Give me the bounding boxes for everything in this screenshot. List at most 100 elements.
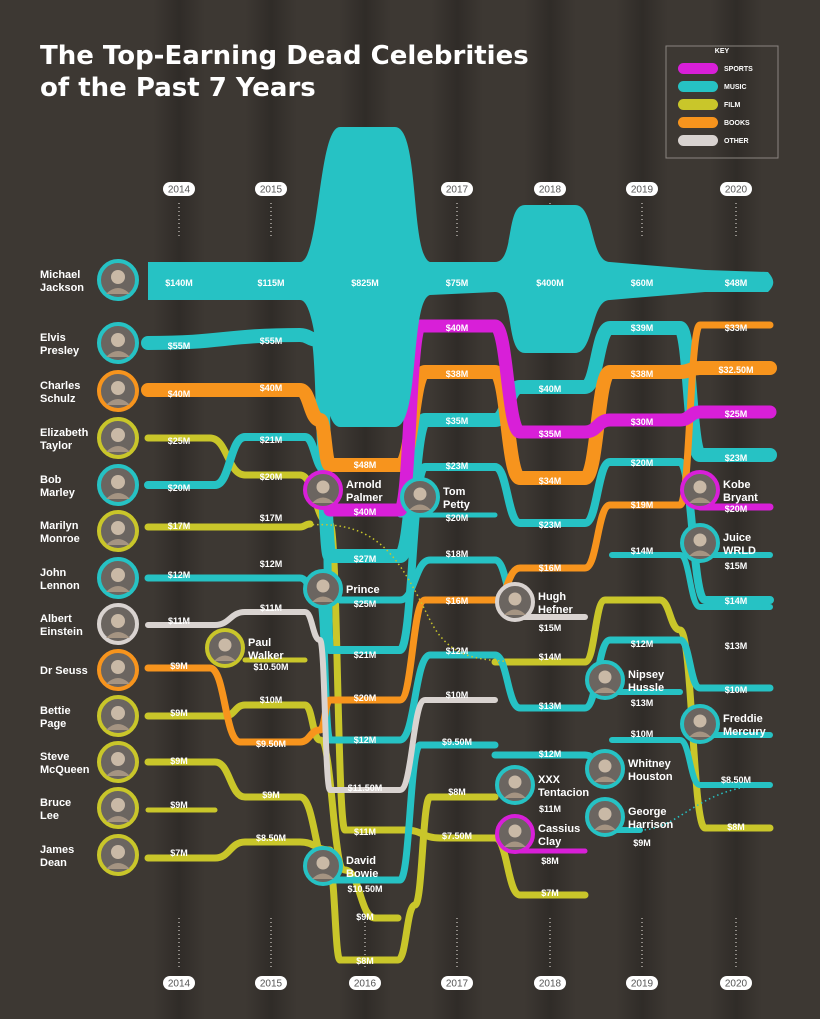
left-name: Lee [40,810,59,822]
value-label: $9M [356,912,374,922]
left-name: Elizabeth [40,427,89,439]
inline-name: XXX [538,774,561,786]
legend-swatch [678,135,718,146]
value-label: $21M [260,435,283,445]
value-label: $40M [260,383,283,393]
portrait-shoulders [594,776,616,782]
left-name: Dr Seuss [40,665,88,677]
portrait-face [598,807,612,821]
value-label: $25M [725,409,748,419]
ribbon-books [141,361,777,485]
value-label: $55M [260,336,283,346]
year-axis: 2014201420152015201620162017201720182018… [163,182,752,990]
portrait-shoulders [594,687,616,693]
legend-frame [665,45,779,159]
portrait-face [413,487,427,501]
year-pill [441,976,473,990]
portrait-shoulders [106,446,130,452]
legend-heading: KEY [715,48,730,55]
portrait-face [111,270,125,284]
year-column-shade [153,0,205,1019]
inline-name: Hefner [538,604,574,616]
value-label: $11M [168,616,190,626]
value-label: $20M [260,472,283,482]
value-labels: $140M $115M $825M $75M $400M $60M $48M $55M $55M… [165,278,753,966]
value-label: $33M [725,323,748,333]
left-name: Presley [40,345,80,357]
value-label: $15M [539,623,562,633]
value-label: $10.50M [253,662,288,672]
inline-name: Tom [443,486,466,498]
portrait-shoulders [504,792,526,798]
value-label: $8M [448,787,466,797]
inline-name: Kobe [723,479,751,491]
portrait-face [598,670,612,684]
value-label: $9M [262,790,280,800]
inline-name: Harrison [628,819,674,831]
year-column-shade [431,0,483,1019]
value-label: $12M [354,735,377,745]
year-pill [534,182,566,196]
inline-name: Bryant [723,492,758,504]
chart-title-line2: of the Past 7 Years [40,73,316,103]
portrait-face [508,824,522,838]
inline-name: Freddie [723,713,763,725]
connector-dotted [639,784,771,831]
value-label: $30M [631,417,654,427]
inline-name: Bowie [346,868,378,880]
ribbon-music [326,741,499,884]
value-label: $25M [168,436,191,446]
value-label: $14M [539,652,562,662]
legend-label: FILM [724,102,740,109]
value-label: $16M [539,563,562,573]
legend-swatch [678,63,718,74]
year-tick-label: 2017 [446,979,469,990]
year-pill [720,182,752,196]
year-pill [534,976,566,990]
value-label: $8.50M [256,833,286,843]
value-label: $13M [725,641,748,651]
value-label: $12M [631,639,654,649]
portrait-face [693,480,707,494]
portrait-shoulders [594,824,616,830]
value-label: $38M [631,369,654,379]
inline-name: WRLD [723,545,756,557]
inline-name: David [346,855,376,867]
portrait-shoulders [106,724,130,730]
legend-swatch [678,117,718,128]
inline-name: Hugh [538,591,566,603]
legend: KEY SPORTS MUSIC FILM BOOKS OTHER [665,45,779,159]
ribbon-other [145,609,498,793]
portrait-face [111,845,125,859]
value-label: $48M [725,278,748,288]
portrait-shoulders [106,632,130,638]
inline-name: Whitney [628,758,672,770]
year-column-shade [245,0,297,1019]
left-name: Schulz [40,393,76,405]
portrait-shoulders [312,497,334,503]
value-label: $23M [446,461,469,471]
value-label: $10M [446,690,469,700]
portrait-shoulders [106,288,130,294]
value-label: $12M [260,559,283,569]
value-label: $9M [170,661,188,671]
inline-name: Hussle [628,682,664,694]
value-label: $140M [165,278,193,288]
portrait-shoulders [106,399,130,405]
value-label: $35M [539,429,562,439]
value-label: $17M [260,513,283,523]
year-pill [626,182,658,196]
value-label: $12M [539,749,562,759]
year-pill [626,976,658,990]
ribbon-film [144,758,499,964]
value-label: $7.50M [442,831,472,841]
value-label: $60M [631,278,654,288]
value-label: $9M [633,838,651,848]
year-pill [255,976,287,990]
value-label: $23M [539,520,562,530]
left-name: Lennon [40,580,80,592]
portrait-shoulders [689,497,711,503]
